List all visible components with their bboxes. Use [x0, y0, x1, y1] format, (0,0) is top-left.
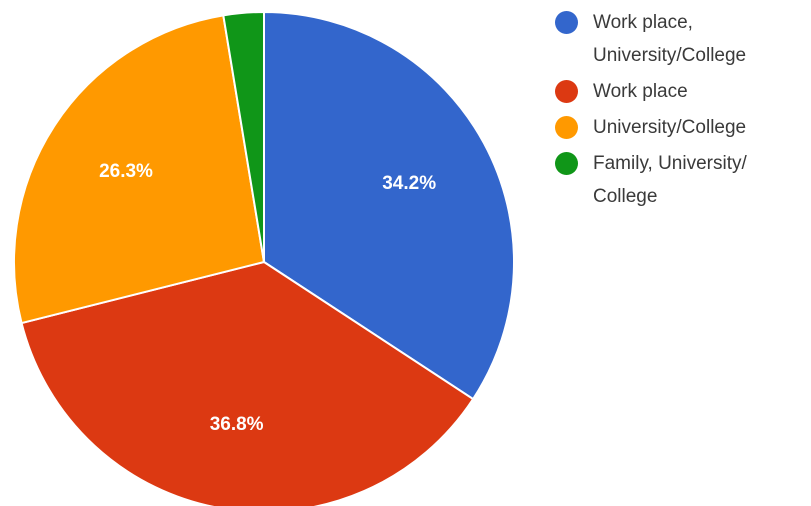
pie-slice-labels: 34.2% 36.8% 26.3% [99, 161, 436, 435]
legend-swatch-icon [555, 152, 578, 175]
legend-swatch-icon [555, 11, 578, 34]
legend-swatch-icon [555, 116, 578, 139]
pie-slice-4 [222, 10, 265, 263]
legend-item-2: Work place [551, 75, 809, 108]
legend-item-3: University/College [551, 111, 809, 144]
legend-label: University/College [593, 117, 747, 138]
pie-slice-2 [20, 260, 475, 506]
slice-value-label-2: 36.8% [210, 414, 264, 435]
legend-item-4: Family, University/ College [551, 147, 809, 213]
legend-item-1: Work place, University/College [551, 6, 809, 72]
legend-swatch-icon [555, 80, 578, 103]
pie-slice-3 [13, 14, 266, 325]
slice-value-label-1: 34.2% [382, 173, 436, 194]
pie-slices [13, 10, 516, 506]
legend: Work place, University/College Work place… [551, 6, 809, 216]
legend-label: Work place [593, 81, 688, 102]
legend-label: Family, University/ College [593, 153, 747, 207]
slice-value-label-3: 26.3% [99, 161, 153, 182]
legend-label: Work place, University/College [593, 12, 747, 66]
